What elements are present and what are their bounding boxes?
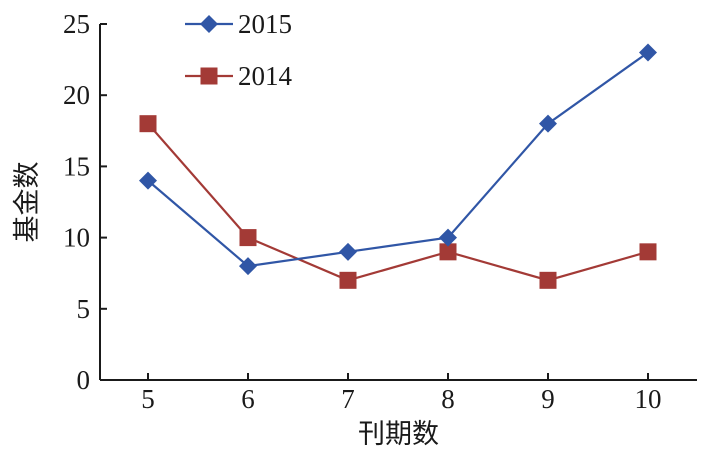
x-tick-label: 7 <box>341 384 355 414</box>
data-point-2014 <box>539 271 557 289</box>
data-point-2015 <box>539 114 557 133</box>
legend-marker <box>200 67 218 85</box>
series-line-2014 <box>147 122 649 282</box>
y-tick-label: 15 <box>63 151 90 181</box>
data-point-2015 <box>139 171 157 190</box>
x-tick-label: 9 <box>541 384 555 414</box>
axes <box>99 24 697 381</box>
y-axis-title: 基金数 <box>12 162 42 243</box>
legend-label: 2015 <box>238 9 292 39</box>
data-point-2015 <box>639 43 657 62</box>
y-tick-label: 20 <box>63 80 90 110</box>
series-2014 <box>139 115 657 289</box>
legend: 2015 2014 <box>185 9 293 91</box>
legend-label: 2014 <box>238 61 293 91</box>
data-point-2014 <box>439 243 457 261</box>
data-point-2015 <box>239 257 257 276</box>
data-point-2015 <box>339 242 357 261</box>
legend-marker <box>200 15 218 33</box>
ticks: 0 5 10 15 20 25 5 6 7 8 9 10 <box>63 9 662 414</box>
legend-item-2014: 2014 <box>185 61 293 91</box>
x-tick-label: 5 <box>141 384 155 414</box>
y-tick-label: 5 <box>77 294 91 324</box>
x-tick-label: 10 <box>635 384 662 414</box>
x-tick-label: 6 <box>241 384 255 414</box>
data-point-2014 <box>239 229 257 247</box>
y-tick-label: 10 <box>63 223 90 253</box>
x-tick-label: 8 <box>441 384 455 414</box>
x-axis-title: 刊期数 <box>358 419 439 449</box>
y-tick-label: 0 <box>77 365 91 395</box>
data-point-2015 <box>439 228 457 247</box>
series-2015 <box>139 43 657 276</box>
data-point-2014 <box>339 271 357 289</box>
series <box>139 43 657 289</box>
series-line-2015 <box>147 51 649 268</box>
data-point-2014 <box>139 115 157 133</box>
data-point-2014 <box>639 243 657 261</box>
legend-item-2015: 2015 <box>185 9 292 39</box>
y-tick-label: 25 <box>63 9 90 39</box>
